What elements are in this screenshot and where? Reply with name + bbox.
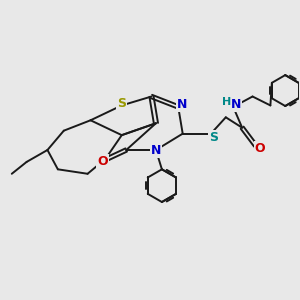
Text: N: N [177,98,187,111]
Text: H: H [222,97,231,106]
Text: N: N [151,143,161,157]
Text: O: O [255,142,265,155]
Text: N: N [231,98,242,111]
Text: O: O [97,155,108,168]
Text: S: S [117,98,126,110]
Text: S: S [209,131,218,144]
